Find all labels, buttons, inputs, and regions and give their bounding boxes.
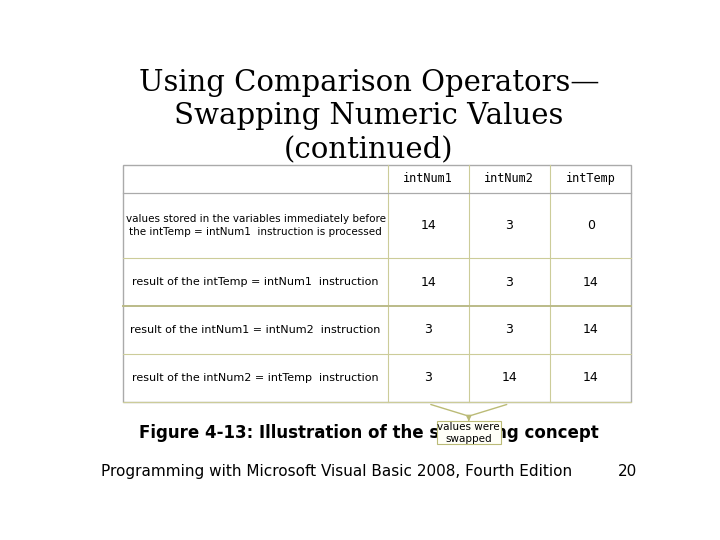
Text: result of the intNum2 = intTemp  instruction: result of the intNum2 = intTemp instruct… bbox=[132, 373, 379, 383]
Text: 0: 0 bbox=[587, 219, 595, 232]
Text: 14: 14 bbox=[582, 275, 598, 288]
Text: values stored in the variables immediately before
the intTemp = intNum1  instruc: values stored in the variables immediate… bbox=[125, 214, 385, 237]
Text: 14: 14 bbox=[582, 371, 598, 384]
Text: Figure 4-13: Illustration of the swapping concept: Figure 4-13: Illustration of the swappin… bbox=[139, 424, 599, 442]
Text: intNum1: intNum1 bbox=[403, 172, 453, 185]
Text: Using Comparison Operators—
Swapping Numeric Values
(continued): Using Comparison Operators— Swapping Num… bbox=[139, 69, 599, 164]
Text: 3: 3 bbox=[505, 219, 513, 232]
Text: intNum2: intNum2 bbox=[485, 172, 534, 185]
Text: 14: 14 bbox=[582, 323, 598, 336]
Text: result of the intTemp = intNum1  instruction: result of the intTemp = intNum1 instruct… bbox=[132, 277, 379, 287]
Text: intTemp: intTemp bbox=[566, 172, 616, 185]
Text: 3: 3 bbox=[424, 371, 432, 384]
Text: 14: 14 bbox=[502, 371, 517, 384]
Text: values were
swapped: values were swapped bbox=[438, 422, 500, 444]
Text: result of the intNum1 = intNum2  instruction: result of the intNum1 = intNum2 instruct… bbox=[130, 325, 381, 335]
Text: 3: 3 bbox=[505, 323, 513, 336]
Text: 3: 3 bbox=[424, 323, 432, 336]
Text: 14: 14 bbox=[420, 275, 436, 288]
FancyBboxPatch shape bbox=[437, 421, 501, 444]
Text: 3: 3 bbox=[505, 275, 513, 288]
Text: 14: 14 bbox=[420, 219, 436, 232]
Text: 20: 20 bbox=[618, 463, 637, 478]
Text: Programming with Microsoft Visual Basic 2008, Fourth Edition: Programming with Microsoft Visual Basic … bbox=[101, 463, 572, 478]
Bar bbox=[124, 165, 631, 402]
